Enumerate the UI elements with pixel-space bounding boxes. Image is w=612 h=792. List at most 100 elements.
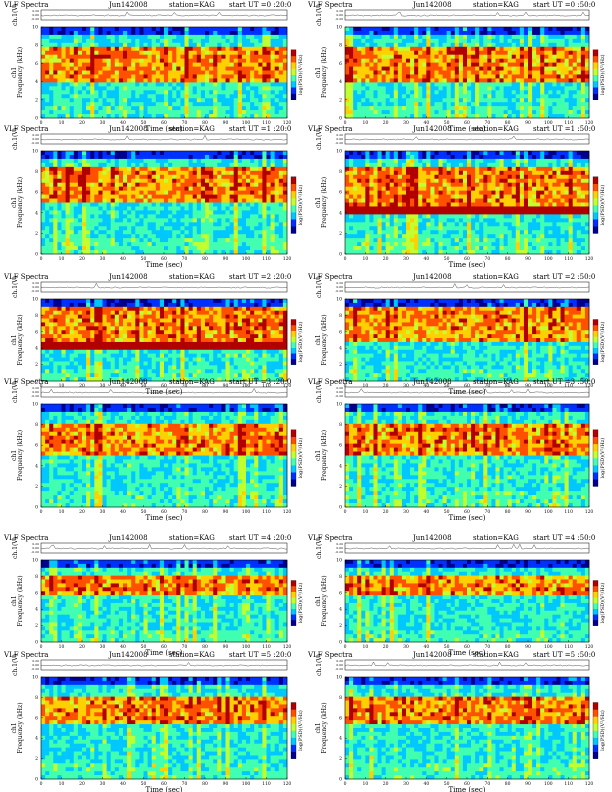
spectrogram-cell bbox=[454, 86, 460, 91]
spectrogram-cell bbox=[209, 82, 214, 87]
spectrogram-cell bbox=[73, 82, 79, 87]
spectrogram-cell bbox=[180, 114, 185, 119]
spectrogram-cell bbox=[110, 170, 116, 176]
spectrogram-cell bbox=[168, 162, 173, 168]
spectrogram-cell bbox=[205, 218, 210, 223]
spectrogram-cell bbox=[94, 242, 99, 247]
spectrogram-cell bbox=[495, 102, 500, 107]
spectrogram-cell bbox=[282, 66, 288, 71]
spectrogram-cell bbox=[373, 230, 378, 235]
spectrogram-cell bbox=[434, 46, 439, 52]
spectrogram-cell bbox=[250, 82, 255, 87]
spectrogram-cell bbox=[373, 218, 378, 223]
spectrogram-cell bbox=[410, 158, 415, 164]
spectrogram-cell bbox=[151, 250, 157, 255]
y-tick-label: 0 bbox=[339, 116, 342, 122]
spectrogram-cell bbox=[69, 226, 75, 231]
spectrogram-cell bbox=[381, 182, 386, 187]
spectrogram-cell bbox=[57, 46, 62, 52]
spectrogram-cell bbox=[266, 230, 271, 235]
spectrogram-cell bbox=[110, 206, 116, 211]
spectrogram-cell bbox=[131, 58, 136, 63]
spectrogram-cell bbox=[385, 222, 391, 227]
spectrogram-cell bbox=[467, 74, 472, 79]
spectrogram-cell bbox=[523, 54, 529, 59]
spectrogram-cell bbox=[385, 38, 391, 44]
spectrogram-cell bbox=[393, 186, 399, 191]
spectrogram-cell bbox=[102, 110, 107, 115]
spectrogram-cell bbox=[507, 98, 513, 103]
spectrogram-cell bbox=[41, 94, 46, 99]
spectrogram-cell bbox=[544, 82, 549, 87]
spectrogram-cell bbox=[217, 86, 222, 91]
spectrogram-cell bbox=[282, 151, 288, 156]
spectrogram-cell bbox=[188, 238, 193, 243]
spectrogram-cell bbox=[381, 178, 386, 183]
spectrogram-cell bbox=[82, 202, 87, 207]
spectrogram-cell bbox=[229, 54, 234, 59]
spectrogram-cell bbox=[418, 62, 423, 67]
spectrogram-cell bbox=[414, 30, 419, 36]
spectrogram-cell bbox=[73, 102, 79, 107]
spectrogram-cell bbox=[434, 114, 439, 119]
spectrogram-cell bbox=[548, 78, 553, 83]
spectrogram-cell bbox=[365, 182, 370, 187]
spectrogram-cell bbox=[200, 114, 206, 119]
spectrogram-cell bbox=[151, 106, 157, 111]
spectrogram-cell bbox=[139, 70, 144, 75]
spectrogram-cell bbox=[106, 154, 111, 160]
spectrogram-cell bbox=[495, 66, 500, 71]
spectrogram-cell bbox=[217, 234, 222, 239]
spectrogram-cell bbox=[278, 174, 284, 180]
spectrogram-cell bbox=[69, 174, 75, 180]
spectrogram-cell bbox=[353, 222, 358, 227]
spectrogram-cell bbox=[90, 38, 95, 44]
spectrogram-cell bbox=[196, 30, 202, 36]
spectrogram-cell bbox=[507, 50, 513, 55]
spectrogram-cell bbox=[406, 158, 411, 164]
spectrogram-cell bbox=[151, 82, 157, 87]
spectrogram-cell bbox=[479, 46, 484, 52]
spectrogram-cell bbox=[540, 86, 545, 91]
spectrogram-cell bbox=[349, 174, 354, 180]
spectrogram-cell bbox=[94, 70, 99, 75]
spectrogram-cell bbox=[86, 230, 91, 235]
spectrogram-cell bbox=[164, 198, 169, 203]
spectrogram-cell bbox=[262, 250, 267, 255]
spectrogram-cell bbox=[192, 110, 198, 115]
spectrogram-cell bbox=[345, 190, 350, 195]
spectrogram-cell bbox=[483, 86, 488, 91]
spectrogram-cell bbox=[49, 86, 54, 91]
spectrogram-cell bbox=[151, 206, 157, 211]
spectrogram-cell bbox=[503, 54, 508, 59]
spectrogram-cell bbox=[57, 42, 62, 48]
spectrogram-cell bbox=[270, 154, 275, 160]
spectrogram-cell bbox=[410, 98, 415, 103]
spectrogram-cell bbox=[168, 66, 173, 71]
spectrogram-cell bbox=[418, 38, 423, 44]
spectrogram-cell bbox=[483, 110, 488, 115]
spectrogram-cell bbox=[254, 58, 259, 63]
spectrogram-cell bbox=[41, 90, 46, 95]
spectrogram-cell bbox=[61, 186, 66, 191]
spectrogram-cell bbox=[102, 210, 107, 215]
spectrogram-cell bbox=[410, 214, 415, 219]
spectrogram-cell bbox=[45, 102, 50, 107]
spectrogram-cell bbox=[155, 110, 161, 115]
spectrogram-cell bbox=[221, 162, 226, 168]
spectrogram-cell bbox=[507, 102, 513, 107]
spectrogram-cell bbox=[483, 50, 488, 55]
spectrogram-cell bbox=[237, 62, 243, 67]
spectrogram-cell bbox=[241, 82, 247, 87]
spectrogram-cell bbox=[225, 70, 230, 75]
spectrogram-cell bbox=[139, 34, 144, 40]
spectrogram-cell bbox=[556, 30, 561, 36]
spectrogram-cell bbox=[369, 242, 374, 247]
spectrogram-cell bbox=[479, 58, 484, 63]
spectrogram-cell bbox=[426, 62, 431, 67]
spectrogram-cell bbox=[548, 58, 553, 63]
spectrogram-cell bbox=[462, 38, 468, 44]
spectrogram-cell bbox=[282, 50, 288, 55]
spectrogram-cell bbox=[41, 170, 46, 176]
spectrogram-cell bbox=[381, 214, 386, 219]
